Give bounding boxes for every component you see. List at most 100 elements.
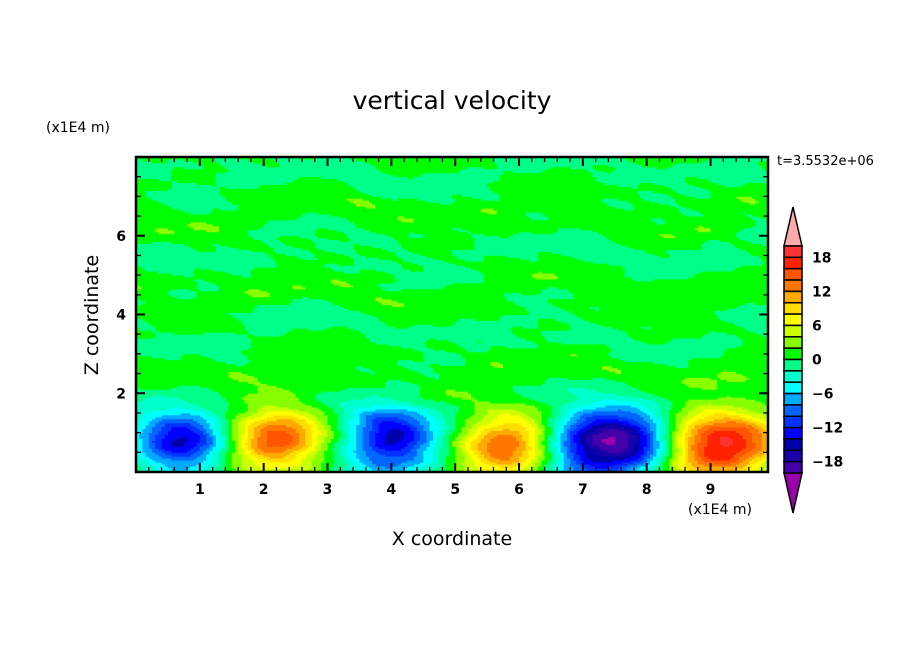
contour-cell bbox=[554, 424, 561, 428]
contour-cell bbox=[522, 436, 530, 439]
contour-cell bbox=[653, 442, 660, 445]
contour-cell bbox=[637, 186, 670, 189]
contour-cell bbox=[697, 462, 715, 465]
contour-cell bbox=[193, 452, 204, 455]
contour-cell bbox=[761, 464, 769, 467]
contour-cell bbox=[688, 361, 769, 365]
contour-cell bbox=[653, 182, 689, 185]
contour-cell bbox=[755, 399, 769, 402]
contour-cell bbox=[726, 347, 769, 351]
contour-cell bbox=[624, 448, 635, 451]
contour-cell bbox=[321, 448, 328, 451]
contour-cell bbox=[455, 446, 459, 449]
contour-cell bbox=[643, 450, 648, 453]
contour-cell bbox=[423, 405, 459, 408]
contour-cell bbox=[748, 428, 759, 432]
contour-cell bbox=[136, 359, 217, 363]
contour-cell bbox=[298, 452, 309, 455]
contour-cell bbox=[206, 436, 214, 439]
contour-cell bbox=[570, 460, 577, 463]
contour-cell bbox=[649, 466, 657, 469]
contour-cell bbox=[257, 379, 389, 382]
contour-cell bbox=[732, 440, 747, 443]
contour-cell bbox=[758, 450, 766, 453]
contour-cell bbox=[691, 448, 699, 451]
contour-cell bbox=[142, 318, 239, 321]
contour-cell bbox=[218, 464, 226, 467]
contour-cell bbox=[423, 269, 478, 272]
contour-cell bbox=[171, 273, 194, 276]
contour-cell bbox=[557, 438, 561, 441]
contour-cell bbox=[576, 257, 763, 260]
contour-cell bbox=[301, 450, 312, 453]
contour-cell bbox=[656, 426, 660, 430]
contour-cell bbox=[397, 464, 415, 467]
contour-cell bbox=[579, 428, 587, 432]
contour-cell bbox=[624, 426, 635, 430]
contour-cell bbox=[439, 428, 447, 432]
contour-cell bbox=[665, 249, 747, 252]
contour-cell bbox=[423, 267, 472, 270]
contour-cell bbox=[353, 328, 510, 331]
contour-cell bbox=[391, 259, 405, 262]
contour-cell bbox=[742, 227, 769, 231]
contour-cell bbox=[455, 464, 466, 467]
contour-cell bbox=[522, 410, 542, 414]
contour-cell bbox=[218, 284, 293, 288]
contour-cell bbox=[675, 422, 680, 426]
contour-cell bbox=[270, 253, 287, 256]
contour-cell bbox=[295, 395, 316, 398]
contour-cell bbox=[225, 436, 229, 439]
contour-cell bbox=[305, 428, 312, 432]
contour-cell bbox=[729, 462, 740, 465]
contour-cell bbox=[164, 160, 194, 164]
contour-cell bbox=[659, 454, 664, 457]
contour-cell bbox=[228, 245, 271, 248]
contour-cell bbox=[136, 304, 258, 308]
contour-cell bbox=[688, 365, 769, 369]
contour-cell bbox=[337, 178, 501, 182]
contour-cell bbox=[534, 442, 539, 445]
contour-cell bbox=[167, 466, 191, 469]
contour-cell bbox=[761, 442, 769, 445]
contour-cell bbox=[761, 448, 769, 451]
contour-cell bbox=[515, 436, 523, 439]
contour-cell bbox=[519, 422, 533, 426]
contour-cell bbox=[761, 426, 769, 430]
contour-cell bbox=[662, 450, 667, 453]
contour-cell bbox=[685, 422, 692, 426]
contour-cell bbox=[225, 361, 249, 365]
contour-cell bbox=[190, 212, 210, 215]
contour-cell bbox=[640, 428, 648, 432]
contour-cell bbox=[669, 444, 673, 447]
contour-cell bbox=[177, 180, 217, 183]
contour-cell bbox=[487, 182, 606, 185]
contour-cell bbox=[321, 409, 335, 412]
contour-cell bbox=[161, 202, 233, 205]
contour-cell bbox=[199, 414, 210, 418]
colorbar-under-triangle bbox=[783, 472, 803, 514]
contour-cell bbox=[480, 198, 501, 201]
contour-cell bbox=[503, 170, 514, 174]
contour-cell bbox=[317, 418, 328, 422]
contour-cell bbox=[637, 190, 654, 193]
contour-cell bbox=[538, 436, 545, 439]
contour-cell bbox=[547, 444, 552, 447]
contour-cell bbox=[333, 410, 344, 414]
contour-cell bbox=[372, 405, 408, 408]
contour-cell bbox=[554, 444, 561, 447]
contour-cell bbox=[136, 318, 143, 321]
contour-cell bbox=[493, 158, 628, 162]
contour-cell bbox=[694, 273, 769, 276]
contour-cell bbox=[554, 420, 561, 424]
contour-cell bbox=[678, 422, 686, 426]
contour-cell bbox=[611, 460, 632, 463]
contour-cell bbox=[534, 436, 539, 439]
contour-cell bbox=[538, 409, 552, 412]
contour-cell bbox=[592, 420, 628, 424]
contour-cell bbox=[317, 428, 328, 432]
contour-cell bbox=[241, 438, 249, 441]
contour-cell bbox=[400, 346, 427, 349]
contour-cell bbox=[519, 432, 530, 435]
